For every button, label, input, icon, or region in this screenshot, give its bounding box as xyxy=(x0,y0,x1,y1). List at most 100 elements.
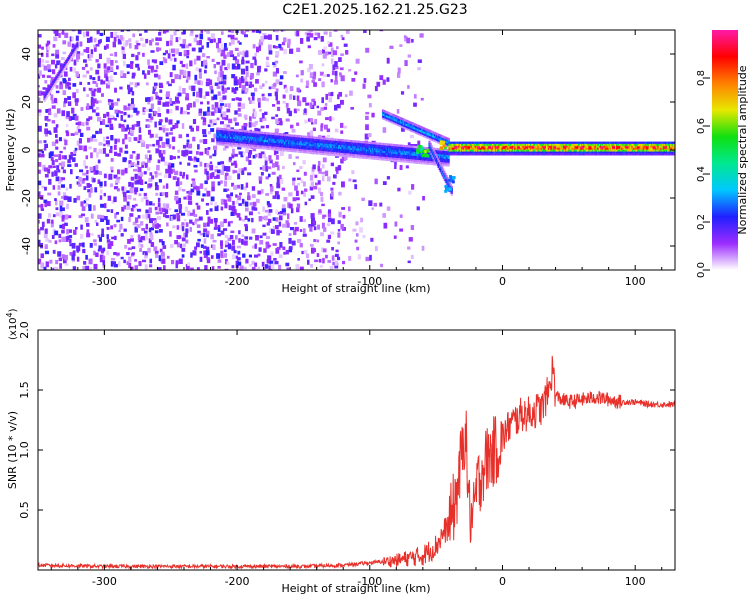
heatmap-cell xyxy=(111,236,115,240)
heatmap-cell xyxy=(389,45,394,49)
heatmap-cell xyxy=(151,59,155,63)
heatmap-cell xyxy=(152,143,155,147)
heatmap-cell xyxy=(405,165,409,169)
heatmap-cell xyxy=(207,106,210,112)
heatmap-cell xyxy=(55,124,59,128)
heatmap-cell xyxy=(138,193,142,197)
heatmap-cell xyxy=(104,72,108,78)
heatmap-cell xyxy=(81,206,86,212)
heatmap-cell xyxy=(95,151,99,158)
heatmap-cell xyxy=(62,40,67,45)
heatmap-cell xyxy=(79,132,84,138)
heatmap-cell xyxy=(150,234,154,241)
heatmap-cell xyxy=(166,81,170,85)
heatmap-cell xyxy=(161,142,166,148)
heatmap-cell xyxy=(67,77,71,82)
heatmap-cell xyxy=(155,185,159,191)
heatmap-cell xyxy=(119,86,123,90)
heatmap-cell xyxy=(254,121,258,126)
heatmap-cell xyxy=(153,220,157,225)
heatmap-cell xyxy=(64,66,68,70)
heatmap-cell xyxy=(85,47,90,53)
heatmap-cell xyxy=(62,79,67,84)
heatmap-cell xyxy=(344,94,348,98)
heatmap-cell xyxy=(365,256,370,262)
heatmap-cell xyxy=(97,179,101,184)
heatmap-cell xyxy=(80,52,84,56)
heatmap-cell xyxy=(182,175,185,179)
heatmap-cell xyxy=(276,100,280,105)
heatmap-cell xyxy=(73,67,76,73)
heatmap-cell xyxy=(316,239,320,243)
heatmap-cell xyxy=(93,250,96,256)
heatmap-cell xyxy=(337,94,340,100)
heatmap-cell xyxy=(164,58,168,64)
heatmap-cell xyxy=(223,228,228,231)
heatmap-cell xyxy=(54,170,58,177)
heatmap-cell xyxy=(114,102,119,106)
heatmap-cell xyxy=(266,201,270,206)
heatmap-cell xyxy=(169,40,173,46)
heatmap-cell xyxy=(408,237,413,242)
heatmap-cell xyxy=(164,117,168,123)
heatmap-cell xyxy=(187,111,190,115)
heatmap-cell xyxy=(273,258,277,261)
heatmap-cell xyxy=(73,150,77,153)
heatmap-cell xyxy=(134,226,138,233)
heatmap-cell xyxy=(311,79,315,83)
heatmap-cell xyxy=(228,42,232,46)
heatmap-cell xyxy=(98,148,103,154)
heatmap-cell xyxy=(162,150,166,155)
heatmap-cell xyxy=(171,101,176,105)
heatmap-cell xyxy=(322,157,327,163)
heatmap-cell xyxy=(203,238,207,244)
heatmap-cell xyxy=(303,192,306,197)
heatmap-cell xyxy=(180,107,183,113)
heatmap-cell xyxy=(216,77,220,82)
heatmap-cell xyxy=(296,207,300,213)
heatmap-cell xyxy=(275,50,280,56)
heatmap-cell xyxy=(72,92,76,99)
heatmap-cell xyxy=(75,100,79,106)
heatmap-cell xyxy=(224,202,228,209)
heatmap-cell xyxy=(65,64,68,67)
heatmap-cell xyxy=(257,97,261,102)
heatmap-cell xyxy=(317,224,320,230)
heatmap-cell xyxy=(88,146,92,150)
heatmap-cell xyxy=(147,97,151,102)
heatmap-cell xyxy=(248,254,253,258)
heatmap-cell xyxy=(285,118,290,122)
heatmap-cell xyxy=(130,129,135,133)
heatmap-cell xyxy=(397,67,401,74)
heatmap-cell xyxy=(345,30,350,34)
heatmap-cell xyxy=(64,254,68,261)
heatmap-cell xyxy=(59,263,62,269)
heatmap-cell xyxy=(417,140,421,146)
heatmap-cell xyxy=(114,186,119,190)
heatmap-cell xyxy=(107,243,112,249)
heatmap-cell xyxy=(266,56,269,61)
heatmap-cell xyxy=(295,264,300,270)
heatmap-cell xyxy=(147,101,151,105)
heatmap-cell xyxy=(48,112,52,116)
heatmap-cell xyxy=(220,103,224,106)
heatmap-cell xyxy=(123,119,127,123)
heatmap-cell xyxy=(61,236,66,242)
heatmap-cell xyxy=(45,52,49,58)
heatmap-cell xyxy=(332,181,336,185)
heatmap-cell xyxy=(156,139,160,146)
heatmap-cell xyxy=(83,145,87,152)
heatmap-cell xyxy=(237,113,242,117)
heatmap-cell xyxy=(224,268,229,270)
heatmap-cell xyxy=(245,88,249,93)
heatmap-cell xyxy=(374,178,378,185)
heatmap-cell xyxy=(299,266,304,270)
heatmap-cell xyxy=(44,80,48,84)
heatmap-cell xyxy=(217,38,222,44)
heatmap-cell xyxy=(342,260,346,265)
heatmap-cell xyxy=(157,107,161,113)
heatmap-cell xyxy=(85,175,89,181)
heatmap-cell xyxy=(120,216,124,222)
heatmap-cell xyxy=(170,127,173,132)
heatmap-cell xyxy=(54,154,58,157)
